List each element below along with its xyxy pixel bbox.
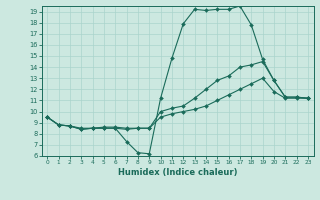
X-axis label: Humidex (Indice chaleur): Humidex (Indice chaleur) <box>118 168 237 177</box>
